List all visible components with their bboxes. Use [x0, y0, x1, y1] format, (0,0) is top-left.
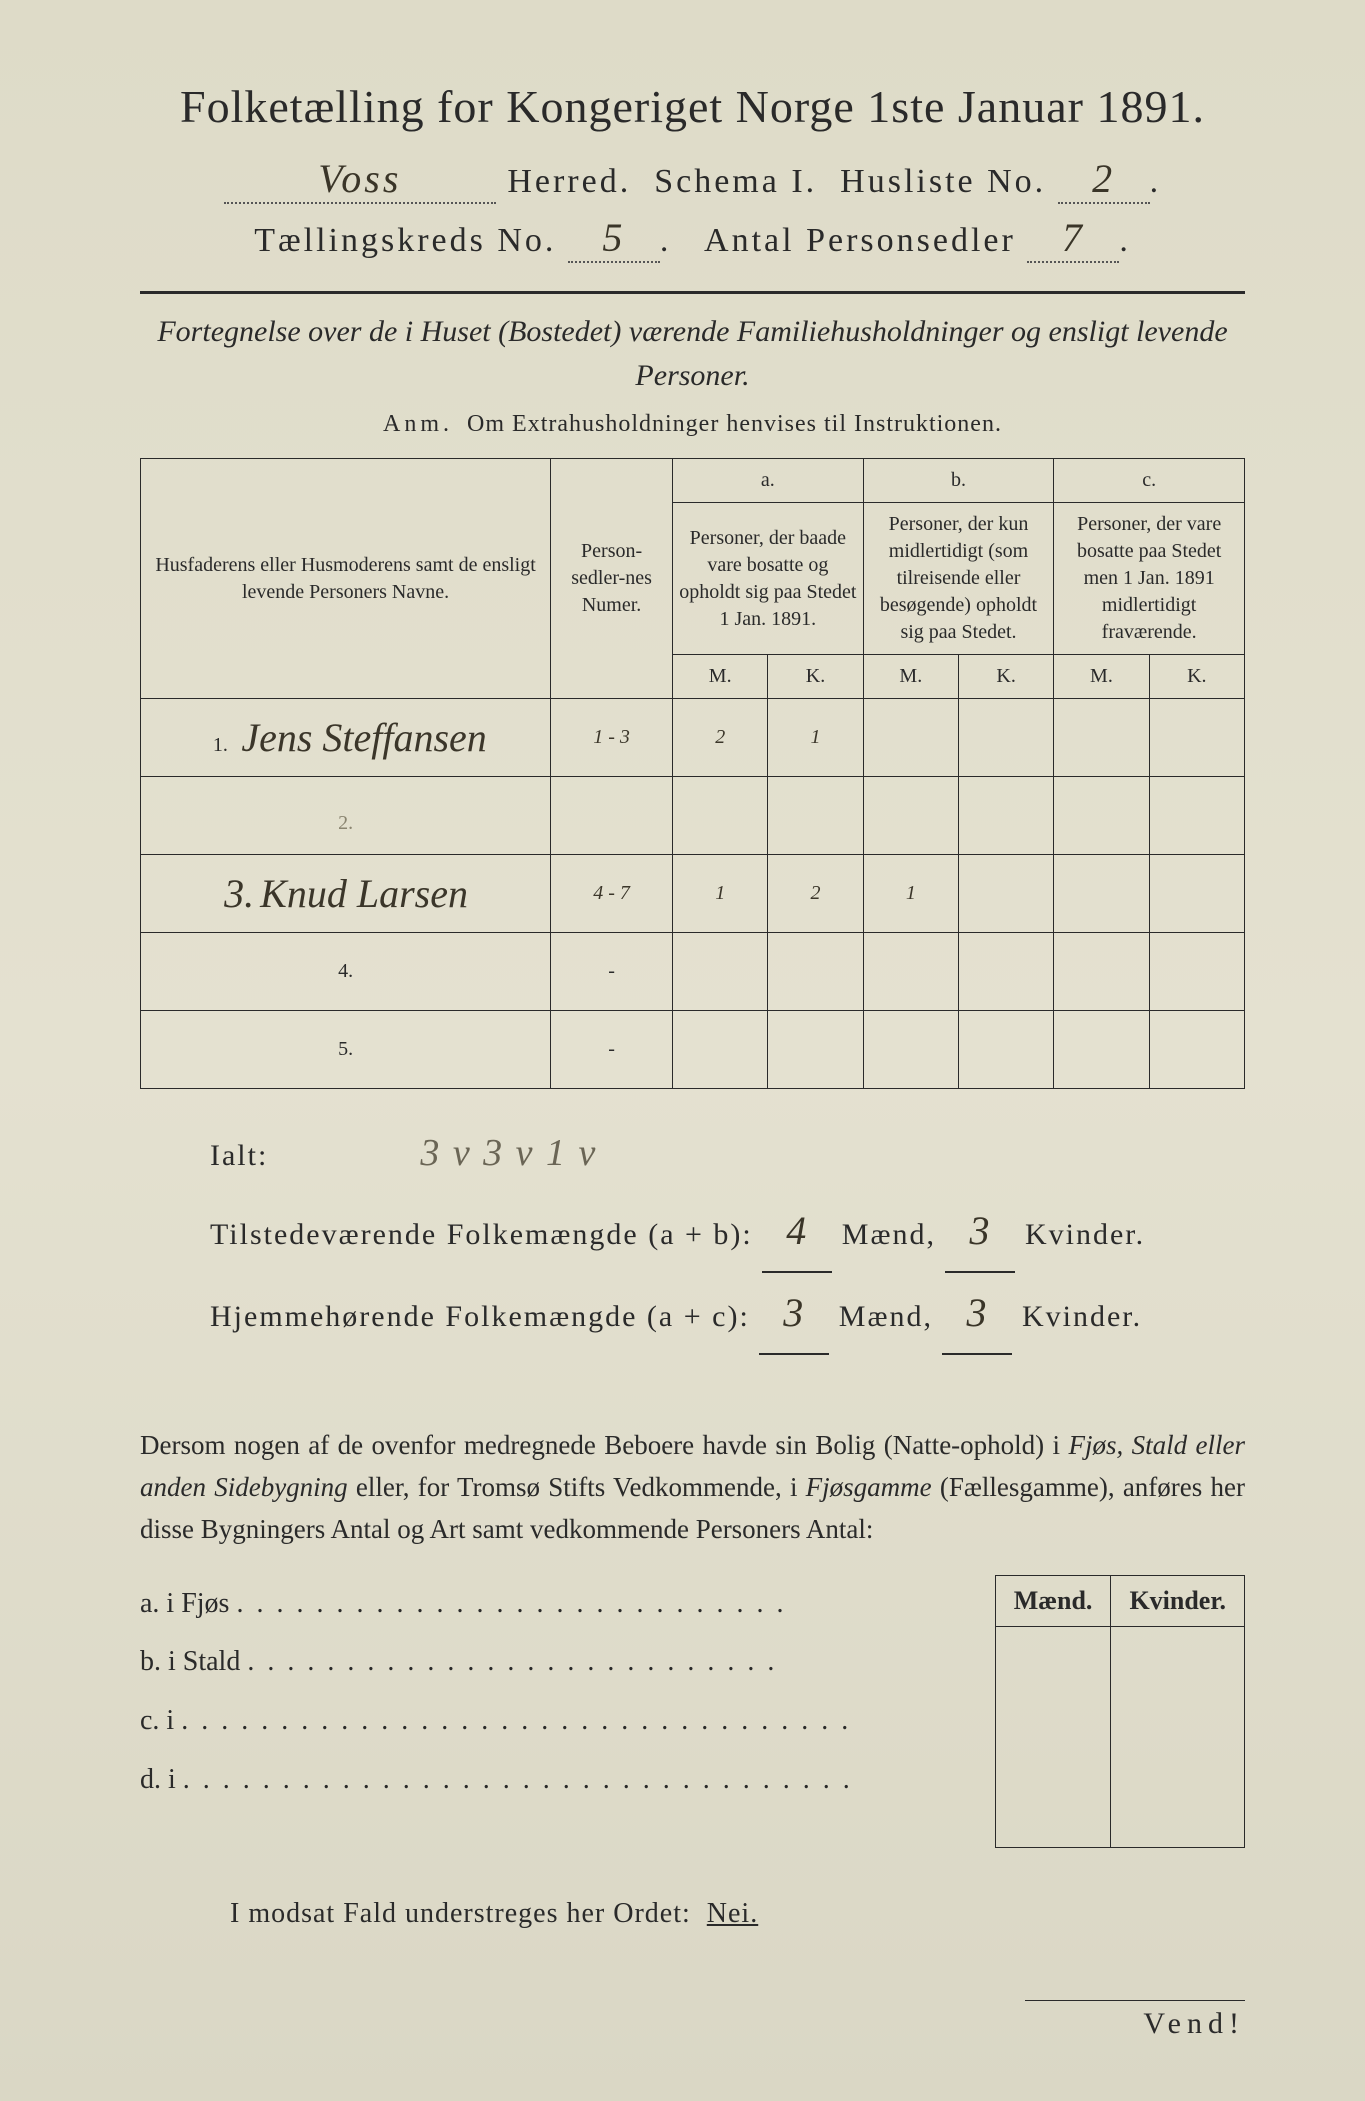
cell-ck [1149, 699, 1244, 777]
totals-block: Ialt: 3 v 3 v 1 v Tilstedeværende Folkem… [140, 1115, 1245, 1355]
table-row: 1. Jens Steffansen 1 - 3 2 1 [141, 699, 1245, 777]
cell-num: 4 - 7 [551, 855, 673, 933]
th-a-k: K. [768, 655, 863, 699]
cell-bk [958, 855, 1053, 933]
kreds-label: Tællingskreds No. [254, 222, 556, 259]
building-block: a. i Fjøs . . . . . . . . . . . . . . . … [140, 1575, 1245, 1848]
th-a-top: a. [673, 459, 864, 503]
building-d: d. i . . . . . . . . . . . . . . . . . .… [140, 1751, 979, 1810]
nei-word: Nei. [707, 1898, 758, 1929]
ialt-label: Ialt: [210, 1139, 268, 1172]
table-row: 4. - [141, 933, 1245, 1011]
husliste-value: 2 [1058, 155, 1150, 204]
present-m: 4 [762, 1191, 832, 1273]
cell-ak [768, 777, 863, 855]
page-title: Folketælling for Kongeriget Norge 1ste J… [140, 80, 1245, 133]
cell-bm [863, 699, 958, 777]
anm-label: Anm. [383, 411, 453, 437]
cell-ck [1149, 777, 1244, 855]
th-c-top: c. [1054, 459, 1245, 503]
anm-line: Anm. Om Extrahusholdninger henvises til … [140, 411, 1245, 438]
table-row: 3. Knud Larsen 4 - 7 1 2 1 [141, 855, 1245, 933]
building-b: b. i Stald . . . . . . . . . . . . . . .… [140, 1633, 979, 1692]
present-k: 3 [945, 1191, 1015, 1273]
vend-label: Vend! [1025, 2000, 1245, 2041]
row-name: Knud Larsen [260, 871, 468, 916]
building-list: a. i Fjøs . . . . . . . . . . . . . . . … [140, 1575, 979, 1810]
row-num: 4. [330, 960, 362, 983]
row-num: 3. [223, 870, 255, 917]
th-name: Husfaderens eller Husmoderens samt de en… [141, 459, 551, 699]
th-c-m: M. [1054, 655, 1149, 699]
cell-am [673, 777, 768, 855]
table-row: 5. - [141, 1011, 1245, 1089]
herred-label: Herred. [507, 163, 631, 200]
cell-cm [1054, 855, 1149, 933]
th-b-top: b. [863, 459, 1054, 503]
cell-num: 1 - 3 [551, 699, 673, 777]
maend-label: Mænd, [842, 1218, 936, 1251]
header-line-1: Voss Herred. Schema I. Husliste No. 2. [140, 155, 1245, 204]
present-label: Tilstedeværende Folkemængde (a + b): [210, 1218, 753, 1251]
row-num: 2. [330, 812, 362, 835]
resident-m: 3 [759, 1273, 829, 1355]
nei-text: I modsat Fald understreges her Ordet: [230, 1898, 691, 1929]
th-a-m: M. [673, 655, 768, 699]
row-num: 1. [204, 734, 236, 757]
mk-k-cell [1111, 1626, 1245, 1847]
herred-value: Voss [224, 155, 496, 204]
anm-text: Om Extrahusholdninger henvises til Instr… [467, 411, 1002, 437]
ialt-tally: 3 v 3 v 1 v [420, 1132, 597, 1174]
cell-ak: 1 [768, 699, 863, 777]
census-table: Husfaderens eller Husmoderens samt de en… [140, 458, 1245, 1089]
cell-ak: 2 [768, 855, 863, 933]
census-form-page: Folketælling for Kongeriget Norge 1ste J… [0, 0, 1365, 2101]
th-b-k: K. [958, 655, 1053, 699]
cell-bk [958, 777, 1053, 855]
maend-label: Mænd, [839, 1300, 933, 1333]
table-row: 2. [141, 777, 1245, 855]
antal-value: 7 [1027, 214, 1119, 263]
kvinder-label: Kvinder. [1022, 1300, 1142, 1333]
cell-bm: 1 [863, 855, 958, 933]
mk-maend: Mænd. [995, 1575, 1111, 1626]
building-a: a. i Fjøs . . . . . . . . . . . . . . . … [140, 1575, 979, 1634]
row-name: Jens Steffansen [241, 715, 487, 760]
husliste-label: Husliste No. [840, 163, 1046, 200]
schema-label: Schema I. [654, 163, 817, 200]
mk-table: Mænd. Kvinder. [995, 1575, 1245, 1848]
subtitle: Fortegnelse over de i Huset (Bostedet) v… [140, 310, 1245, 397]
cell-cm [1054, 777, 1149, 855]
cell-cm [1054, 699, 1149, 777]
cell-am: 1 [673, 855, 768, 933]
cell-bm [863, 777, 958, 855]
resident-k: 3 [942, 1273, 1012, 1355]
outbuilding-paragraph: Dersom nogen af de ovenfor medregnede Be… [140, 1425, 1245, 1551]
th-c: Personer, der vare bosatte paa Stedet me… [1054, 503, 1245, 655]
th-num: Person-sedler-nes Numer. [551, 459, 673, 699]
cell-ck [1149, 855, 1244, 933]
kvinder-label: Kvinder. [1025, 1218, 1145, 1251]
th-a: Personer, der baade vare bosatte og opho… [673, 503, 864, 655]
header-line-2: Tællingskreds No. 5. Antal Personsedler … [140, 214, 1245, 263]
antal-label: Antal Personsedler [704, 222, 1016, 259]
kreds-value: 5 [568, 214, 660, 263]
table-body: 1. Jens Steffansen 1 - 3 2 1 2. [141, 699, 1245, 1089]
th-b: Personer, der kun midlertidigt (som tilr… [863, 503, 1054, 655]
nei-line: I modsat Fald understreges her Ordet: Ne… [140, 1898, 1245, 1930]
th-b-m: M. [863, 655, 958, 699]
divider [140, 291, 1245, 294]
mk-m-cell [995, 1626, 1111, 1847]
th-c-k: K. [1149, 655, 1244, 699]
mk-kvinder: Kvinder. [1111, 1575, 1245, 1626]
cell-num [551, 777, 673, 855]
resident-label: Hjemmehørende Folkemængde (a + c): [210, 1300, 750, 1333]
cell-bk [958, 699, 1053, 777]
row-num: 5. [330, 1038, 362, 1061]
cell-am: 2 [673, 699, 768, 777]
building-c: c. i . . . . . . . . . . . . . . . . . .… [140, 1692, 979, 1751]
